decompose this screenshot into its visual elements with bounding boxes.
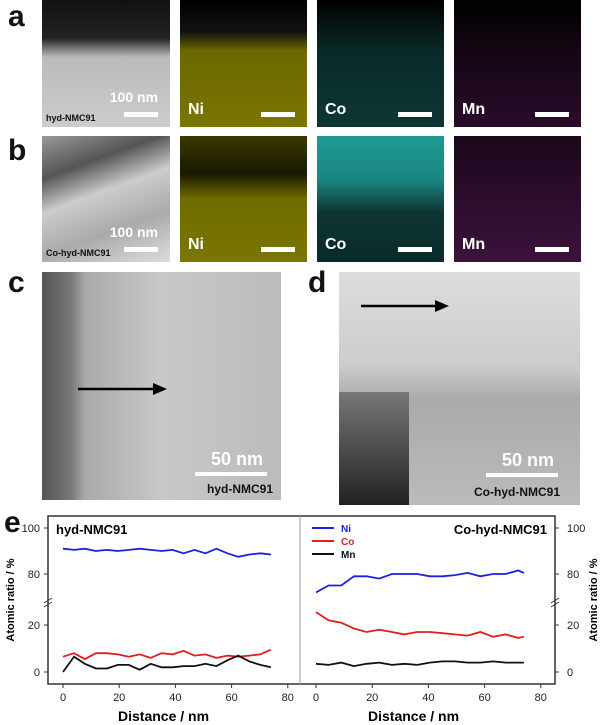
chart-title-left: hyd-NMC91 bbox=[56, 522, 128, 537]
y-axis-label-left: Atomic ratio / % bbox=[5, 558, 17, 641]
y-tick-label: 20 bbox=[567, 620, 579, 632]
arrow-icon bbox=[361, 300, 449, 312]
mn-map-a: Mn bbox=[454, 0, 581, 127]
element-label: Mn bbox=[462, 101, 486, 118]
series-line-co bbox=[315, 611, 525, 639]
series-line-mn bbox=[315, 660, 524, 668]
sample-label: Co-hyd-NMC91 bbox=[474, 485, 560, 499]
y-axis-label-right: Atomic ratio / % bbox=[588, 558, 600, 641]
series-line-mn bbox=[62, 654, 272, 673]
sample-label: hyd-NMC91 bbox=[46, 113, 96, 123]
scale-label: 100 nm bbox=[109, 224, 158, 240]
chart-title-right: Co-hyd-NMC91 bbox=[454, 522, 547, 537]
series-line-co bbox=[62, 648, 272, 661]
x-tick-label: 20 bbox=[366, 692, 378, 704]
haadf-image-d: 50 nm Co-hyd-NMC91 bbox=[339, 272, 580, 505]
y-tick-label: 20 bbox=[28, 620, 40, 632]
co-map-b: Co bbox=[317, 136, 444, 262]
element-label: Ni bbox=[188, 236, 204, 253]
legend-label-co: Co bbox=[341, 537, 354, 548]
scale-label: 100 nm bbox=[109, 89, 158, 105]
element-label: Ni bbox=[188, 101, 204, 118]
ni-map-a: Ni bbox=[180, 0, 307, 127]
x-axis-label-left: Distance / nm bbox=[118, 708, 209, 724]
scale-bar bbox=[124, 247, 158, 252]
haadf-image-b: 100 nm Co-hyd-NMC91 bbox=[42, 136, 170, 262]
mn-map-b: Mn bbox=[454, 136, 581, 262]
x-tick-label: 80 bbox=[535, 692, 547, 704]
x-tick-label: 20 bbox=[113, 692, 125, 704]
sample-label: Co-hyd-NMC91 bbox=[46, 248, 111, 258]
y-tick-label: 0 bbox=[34, 667, 40, 679]
x-axis-label-right: Distance / nm bbox=[368, 708, 459, 724]
panel-label-a: a bbox=[8, 0, 25, 33]
co-map-a: Co bbox=[317, 0, 444, 127]
series-line-ni bbox=[62, 547, 272, 558]
series-line-ni bbox=[315, 569, 525, 594]
scale-bar bbox=[195, 472, 267, 476]
scale-bar bbox=[398, 247, 432, 252]
haadf-image-c: 50 nm hyd-NMC91 bbox=[42, 272, 281, 500]
y-tick-label: 80 bbox=[567, 569, 579, 581]
element-label: Co bbox=[325, 236, 347, 253]
legend-label-mn: Mn bbox=[341, 550, 355, 561]
axis-break-icon bbox=[550, 597, 560, 608]
plot-frame bbox=[47, 515, 556, 685]
element-label: Mn bbox=[462, 236, 486, 253]
arrow-icon bbox=[78, 383, 167, 395]
panel-label-d: d bbox=[308, 266, 327, 299]
y-tick-label: 100 bbox=[567, 523, 585, 535]
legend-label-ni: Ni bbox=[341, 524, 351, 535]
axis-break-icon bbox=[43, 597, 53, 608]
y-tick-label: 0 bbox=[567, 667, 573, 679]
scale-bar bbox=[535, 112, 569, 117]
x-tick-label: 60 bbox=[478, 692, 490, 704]
scale-bar bbox=[486, 473, 558, 477]
sample-label: hyd-NMC91 bbox=[206, 482, 273, 496]
line-profile-chart: 0 20 40 60 80 0 20 80 100 0 20 40 60 80 0 20 80 100 Ni Co Mn… bbox=[5, 515, 600, 724]
scale-label: 50 nm bbox=[210, 449, 263, 469]
scale-bar bbox=[261, 112, 295, 117]
x-tick-label: 60 bbox=[225, 692, 237, 704]
x-tick-label: 0 bbox=[313, 692, 319, 704]
x-tick-label: 0 bbox=[60, 692, 66, 704]
panel-label-c: c bbox=[8, 266, 25, 299]
y-tick-label: 80 bbox=[28, 569, 40, 581]
panel-label-e: e bbox=[4, 506, 21, 539]
scale-label: 50 nm bbox=[501, 450, 554, 470]
panel-label-b: b bbox=[8, 134, 27, 167]
y-tick-label: 100 bbox=[22, 523, 40, 535]
element-label: Co bbox=[325, 101, 347, 118]
scale-bar bbox=[535, 247, 569, 252]
scale-bar bbox=[398, 112, 432, 117]
x-tick-label: 80 bbox=[282, 692, 294, 704]
x-tick-label: 40 bbox=[169, 692, 181, 704]
scale-bar bbox=[261, 247, 295, 252]
haadf-image-a: 100 nm hyd-NMC91 bbox=[42, 0, 170, 127]
x-tick-label: 40 bbox=[422, 692, 434, 704]
ni-map-b: Ni bbox=[180, 136, 307, 262]
scale-bar bbox=[124, 112, 158, 117]
